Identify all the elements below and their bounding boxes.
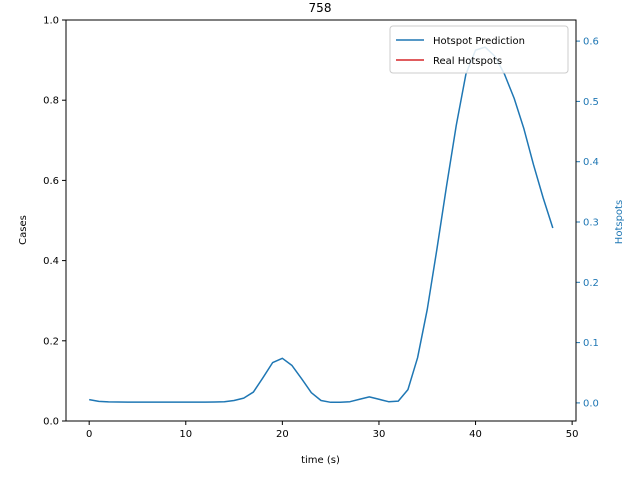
x-tick-label: 40 (469, 429, 482, 440)
right-y-tick-label: 0.3 (583, 218, 599, 229)
left-y-tick-label: 0.4 (43, 256, 59, 267)
left-y-axis-ticks: 0.0 0.2 0.4 0.6 0.8 1.0 (43, 16, 66, 428)
right-y-tick-label: 0.4 (583, 157, 599, 168)
legend-box (389, 25, 569, 74)
x-tick-label: 50 (566, 429, 579, 440)
series-line-hotspot-prediction (89, 46, 554, 404)
right-y-tick-label: 0.1 (583, 338, 599, 349)
x-tick-label: 0 (86, 429, 92, 440)
x-tick-label: 30 (373, 429, 386, 440)
chart-title: 758 (309, 1, 332, 15)
left-y-tick-label: 0.0 (43, 417, 59, 428)
left-y-tick-label: 0.2 (43, 336, 59, 347)
right-y-tick-label: 0.2 (583, 278, 599, 289)
x-axis-label: time (s) (301, 455, 340, 466)
right-y-axis-label: Hotspots (614, 200, 625, 244)
series-layer (89, 46, 554, 404)
legend-label-real-hotspots: Real Hotspots (433, 56, 502, 67)
left-y-tick-label: 0.6 (43, 176, 59, 187)
x-tick-label: 20 (276, 429, 289, 440)
plot-frame (65, 19, 577, 422)
left-y-tick-label: 0.8 (43, 96, 59, 107)
x-tick-label: 10 (179, 429, 192, 440)
left-y-axis-label: Cases (18, 215, 29, 245)
legend: Hotspot Prediction Real Hotspots (389, 25, 569, 74)
legend-label-hotspot-prediction: Hotspot Prediction (433, 36, 525, 47)
right-y-tick-label: 0.0 (583, 398, 599, 409)
right-y-tick-label: 0.6 (583, 37, 599, 48)
left-y-tick-label: 1.0 (43, 16, 59, 27)
right-y-tick-label: 0.5 (583, 97, 599, 108)
right-y-axis-ticks: 0.0 0.1 0.2 0.3 0.4 0.5 0.6 (576, 37, 599, 409)
x-axis-ticks: 0 10 20 30 40 50 (86, 421, 579, 440)
